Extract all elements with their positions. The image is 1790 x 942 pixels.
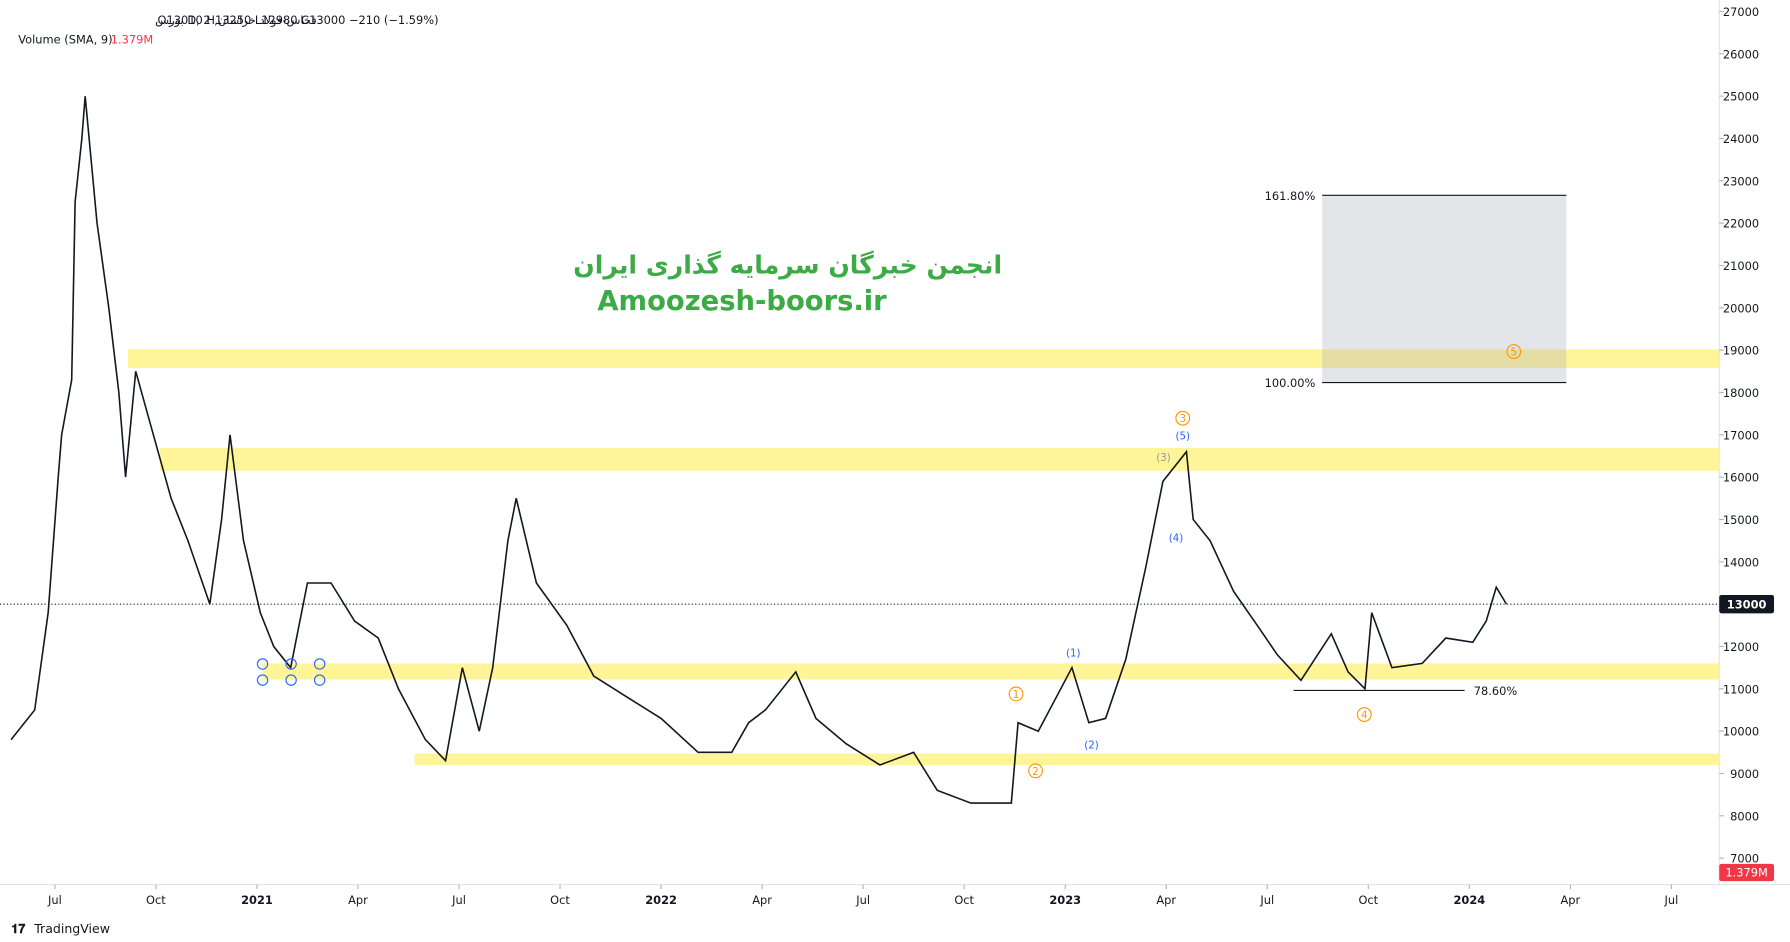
y-tick-label: 19000	[1723, 344, 1759, 358]
x-tick-label: Jul	[1259, 893, 1274, 907]
wave-label: 2	[1032, 766, 1039, 778]
wave-label: (4)	[1169, 533, 1184, 545]
symbol: فخاس-فولاد خراسان, 2 ,D بورس	[155, 13, 316, 28]
x-tick-label: Oct	[146, 893, 166, 907]
wave-circle	[1356, 707, 1372, 723]
wave-label: 3	[1179, 413, 1186, 425]
y-tick-label: 23000	[1723, 174, 1759, 188]
y-tick-label: 26000	[1723, 47, 1759, 61]
y-tick-label: 11000	[1723, 682, 1759, 696]
fib-label: 161.80%	[1265, 189, 1316, 203]
x-tick-label: Oct	[1358, 893, 1378, 907]
y-tick-label: 18000	[1723, 386, 1759, 400]
x-tick-label: Apr	[1156, 893, 1176, 907]
drawing-handles	[256, 658, 326, 686]
footer: TradingView	[33, 921, 110, 936]
x-tick-label: 2021	[241, 893, 273, 907]
x-tick-label: Jul	[855, 893, 870, 907]
x-tick-label: 2023	[1049, 893, 1081, 907]
ohlc: O13010 H13250 L12980 C13000 −210 (−1.59%…	[158, 13, 439, 27]
x-tick-label: Oct	[550, 893, 570, 907]
wave-circle	[1175, 410, 1191, 426]
fib-box	[1322, 195, 1567, 383]
zone	[159, 447, 1720, 471]
x-tick-label: Oct	[954, 893, 974, 907]
y-tick-label: 8000	[1730, 809, 1759, 823]
last-price-tag	[1719, 594, 1775, 614]
volume-tag	[1719, 863, 1775, 882]
wave-label: 1	[1013, 689, 1020, 701]
volume-value: 1.379M	[111, 33, 153, 47]
wave-label: 5	[1511, 347, 1518, 359]
y-tick-label: 14000	[1723, 555, 1759, 569]
y-tick-label: 27000	[1723, 5, 1759, 19]
y-tick-label: 9000	[1730, 767, 1759, 781]
level-label: 78.60%	[1474, 684, 1518, 698]
y-tick-label: 10000	[1723, 725, 1759, 739]
wave-circle	[1028, 763, 1043, 779]
wave-label: (2)	[1084, 739, 1099, 751]
zone	[414, 753, 1720, 766]
y-tick-label: 21000	[1723, 259, 1759, 273]
x-tick-label: Jul	[451, 893, 466, 907]
y-tick-label: 20000	[1723, 301, 1759, 315]
x-tick-label: 2024	[1453, 893, 1485, 907]
x-tick-label: 2022	[645, 893, 677, 907]
x-tick-label: Jul	[47, 893, 62, 907]
last-price-label: 13000	[1727, 598, 1767, 612]
logo-mark: 𝟏𝟕	[11, 921, 26, 936]
volume-label: Volume (SMA, 9)	[18, 33, 112, 47]
wave-circle	[1506, 344, 1522, 360]
watermark-url: Amoozesh-boors.ir	[597, 285, 887, 317]
x-tick-label: Apr	[1561, 893, 1581, 907]
y-tick-label: 17000	[1723, 428, 1759, 442]
watermark-persian: انجمن خبرگان سرمایه گذاری ایران	[573, 250, 1002, 280]
price-line	[10, 96, 1508, 804]
zone	[262, 663, 1720, 680]
y-tick-label: 7000	[1730, 852, 1759, 866]
wave-label: (3)	[1156, 452, 1171, 464]
y-tick-label: 25000	[1723, 90, 1759, 104]
wave-label: (5)	[1175, 430, 1190, 442]
wave-label: 4	[1361, 710, 1368, 722]
y-tick-label: 22000	[1723, 217, 1759, 231]
fib-label: 100.00%	[1265, 376, 1316, 390]
y-tick-label: 24000	[1723, 132, 1759, 146]
wave-circle	[1008, 686, 1024, 702]
x-tick-label: Apr	[348, 893, 368, 907]
x-tick-label: Jul	[1664, 893, 1679, 907]
volume-tag-label: 1.379M	[1725, 865, 1767, 879]
y-tick-label: 16000	[1723, 471, 1759, 485]
x-tick-label: Apr	[752, 893, 772, 907]
y-tick-label: 15000	[1723, 513, 1759, 527]
zone	[127, 349, 1720, 368]
wave-label: (1)	[1066, 647, 1081, 659]
y-tick-label: 12000	[1723, 640, 1759, 654]
